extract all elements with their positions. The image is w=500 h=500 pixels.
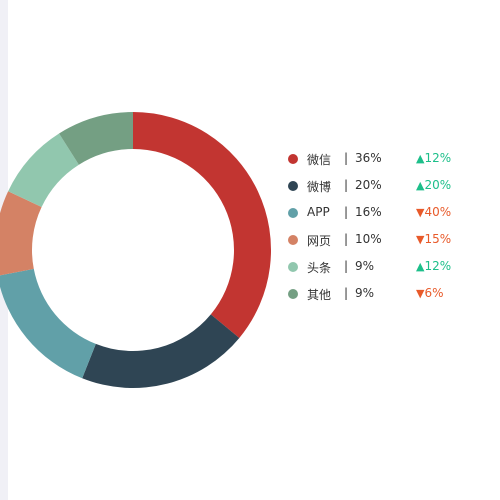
legend-change: ▼6% [416, 286, 444, 300]
legend-change: ▼15% [416, 232, 451, 246]
triangle-up-icon: ▲ [416, 179, 425, 192]
legend-separator: | [344, 178, 349, 192]
legend-dot-icon [288, 154, 298, 164]
legend-label: 头条 [307, 261, 332, 275]
triangle-up-icon: ▲ [416, 260, 425, 273]
legend-change: ▲12% [416, 259, 451, 273]
legend-percent: 9% [355, 286, 375, 300]
donut-slice-2[interactable] [0, 268, 96, 379]
legend-label: APP [307, 205, 330, 219]
chart-legend: 微信 | 36% ▲12% 微博 | 20% ▲20% APP | 16% ▼40% 网页 | 10% ▼15… [288, 146, 488, 308]
legend-separator: | [344, 151, 349, 165]
donut-slice-0[interactable] [133, 112, 271, 338]
legend-change-value: 20% [424, 178, 452, 192]
legend-change-value: 12% [424, 151, 452, 165]
legend-change-value: 40% [424, 205, 452, 219]
donut-slice-5[interactable] [59, 112, 133, 165]
triangle-down-icon: ▼ [416, 287, 425, 300]
legend-item[interactable]: 网页 | 10% ▼15% [288, 227, 488, 254]
legend-change: ▲12% [416, 151, 451, 165]
legend-label: 其他 [307, 288, 332, 302]
legend-change-value: 15% [424, 232, 452, 246]
triangle-down-icon: ▼ [416, 233, 425, 246]
donut-slice-3[interactable] [0, 191, 42, 276]
legend-dot-icon [288, 208, 298, 218]
legend-change: ▲20% [416, 178, 451, 192]
legend-separator: | [344, 232, 349, 246]
legend-change-value: 12% [424, 259, 452, 273]
legend-dot-icon [288, 181, 298, 191]
legend-dot-icon [288, 289, 298, 299]
legend-separator: | [344, 205, 349, 219]
legend-percent: 10% [355, 232, 382, 246]
legend-item[interactable]: 其他 | 9% ▼6% [288, 281, 488, 308]
legend-percent: 20% [355, 178, 382, 192]
legend-item[interactable]: 头条 | 9% ▲12% [288, 254, 488, 281]
legend-percent: 16% [355, 205, 382, 219]
legend-separator: | [344, 286, 349, 300]
donut-slice-1[interactable] [82, 314, 240, 388]
legend-separator: | [344, 259, 349, 273]
legend-change-value: 6% [424, 286, 444, 300]
donut-slice-4[interactable] [8, 133, 79, 207]
legend-item[interactable]: APP | 16% ▼40% [288, 200, 488, 227]
legend-percent: 36% [355, 151, 382, 165]
legend-item[interactable]: 微信 | 36% ▲12% [288, 146, 488, 173]
legend-item[interactable]: 微博 | 20% ▲20% [288, 173, 488, 200]
legend-percent: 9% [355, 259, 375, 273]
legend-dot-icon [288, 262, 298, 272]
legend-dot-icon [288, 235, 298, 245]
legend-label: 微信 [307, 153, 332, 167]
legend-change: ▼40% [416, 205, 451, 219]
triangle-down-icon: ▼ [416, 206, 425, 219]
legend-label: 微博 [307, 180, 332, 194]
triangle-up-icon: ▲ [416, 152, 425, 165]
legend-label: 网页 [307, 234, 332, 248]
